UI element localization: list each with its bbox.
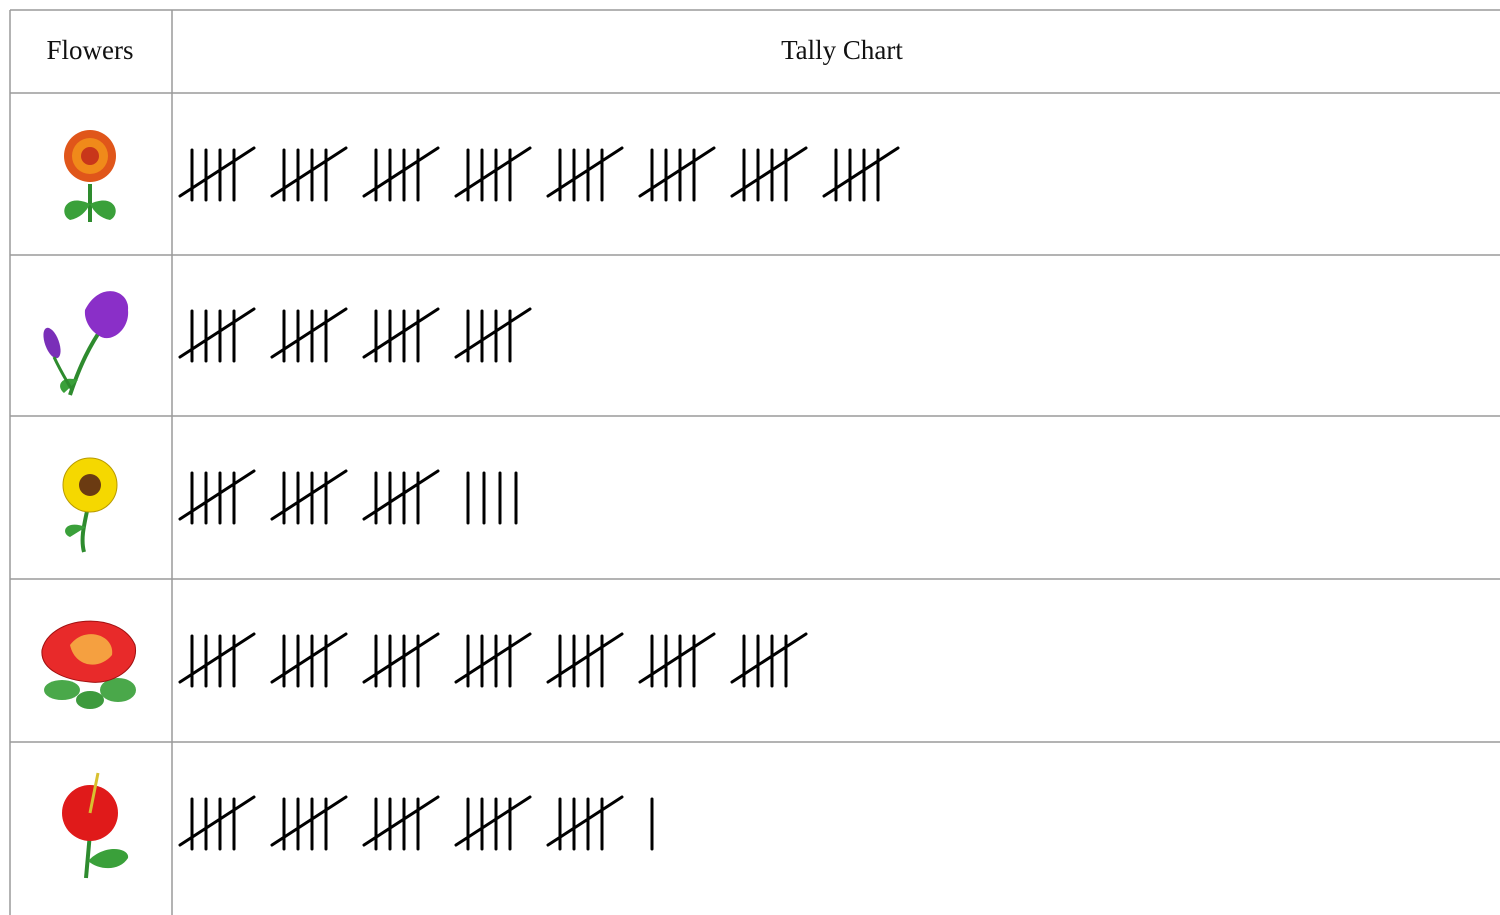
tally-marks [180, 797, 652, 849]
flower-icon [63, 458, 117, 552]
flower-icon [62, 773, 128, 878]
flower-icon [42, 621, 136, 709]
flower-icon [40, 291, 128, 395]
header-cell: Flowers [47, 35, 134, 65]
flower-icon [64, 130, 116, 222]
tally-marks [180, 148, 898, 200]
page: {"table": { "header": ["Flowers", "Tally… [0, 0, 1500, 915]
tally-marks [180, 634, 806, 686]
header-cell: Tally Chart [781, 35, 903, 65]
tally-marks [180, 309, 530, 361]
table-grid [10, 10, 1500, 915]
tally-table: Flowers Tally Chart [0, 0, 1500, 915]
tally-marks [180, 471, 516, 523]
